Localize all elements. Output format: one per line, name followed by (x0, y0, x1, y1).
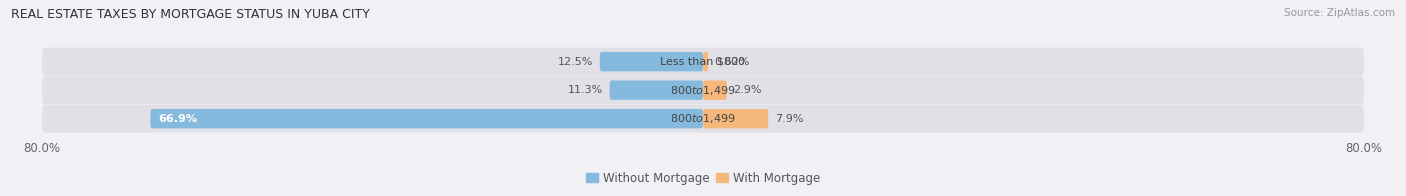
FancyBboxPatch shape (610, 81, 703, 100)
Text: 66.9%: 66.9% (159, 114, 198, 124)
FancyBboxPatch shape (600, 52, 703, 71)
FancyBboxPatch shape (42, 48, 1364, 76)
FancyBboxPatch shape (703, 81, 727, 100)
FancyBboxPatch shape (42, 105, 1364, 133)
Text: 11.3%: 11.3% (568, 85, 603, 95)
FancyBboxPatch shape (150, 109, 703, 128)
Text: 12.5%: 12.5% (558, 57, 593, 67)
Text: $800 to $1,499: $800 to $1,499 (671, 84, 735, 97)
Text: 7.9%: 7.9% (775, 114, 803, 124)
FancyBboxPatch shape (703, 109, 768, 128)
FancyBboxPatch shape (42, 76, 1364, 104)
Text: REAL ESTATE TAXES BY MORTGAGE STATUS IN YUBA CITY: REAL ESTATE TAXES BY MORTGAGE STATUS IN … (11, 8, 370, 21)
Text: 0.62%: 0.62% (714, 57, 751, 67)
Text: $800 to $1,499: $800 to $1,499 (671, 112, 735, 125)
FancyBboxPatch shape (703, 52, 709, 71)
Text: Source: ZipAtlas.com: Source: ZipAtlas.com (1284, 8, 1395, 18)
Text: Less than $800: Less than $800 (661, 57, 745, 67)
Text: 2.9%: 2.9% (734, 85, 762, 95)
Legend: Without Mortgage, With Mortgage: Without Mortgage, With Mortgage (581, 167, 825, 190)
